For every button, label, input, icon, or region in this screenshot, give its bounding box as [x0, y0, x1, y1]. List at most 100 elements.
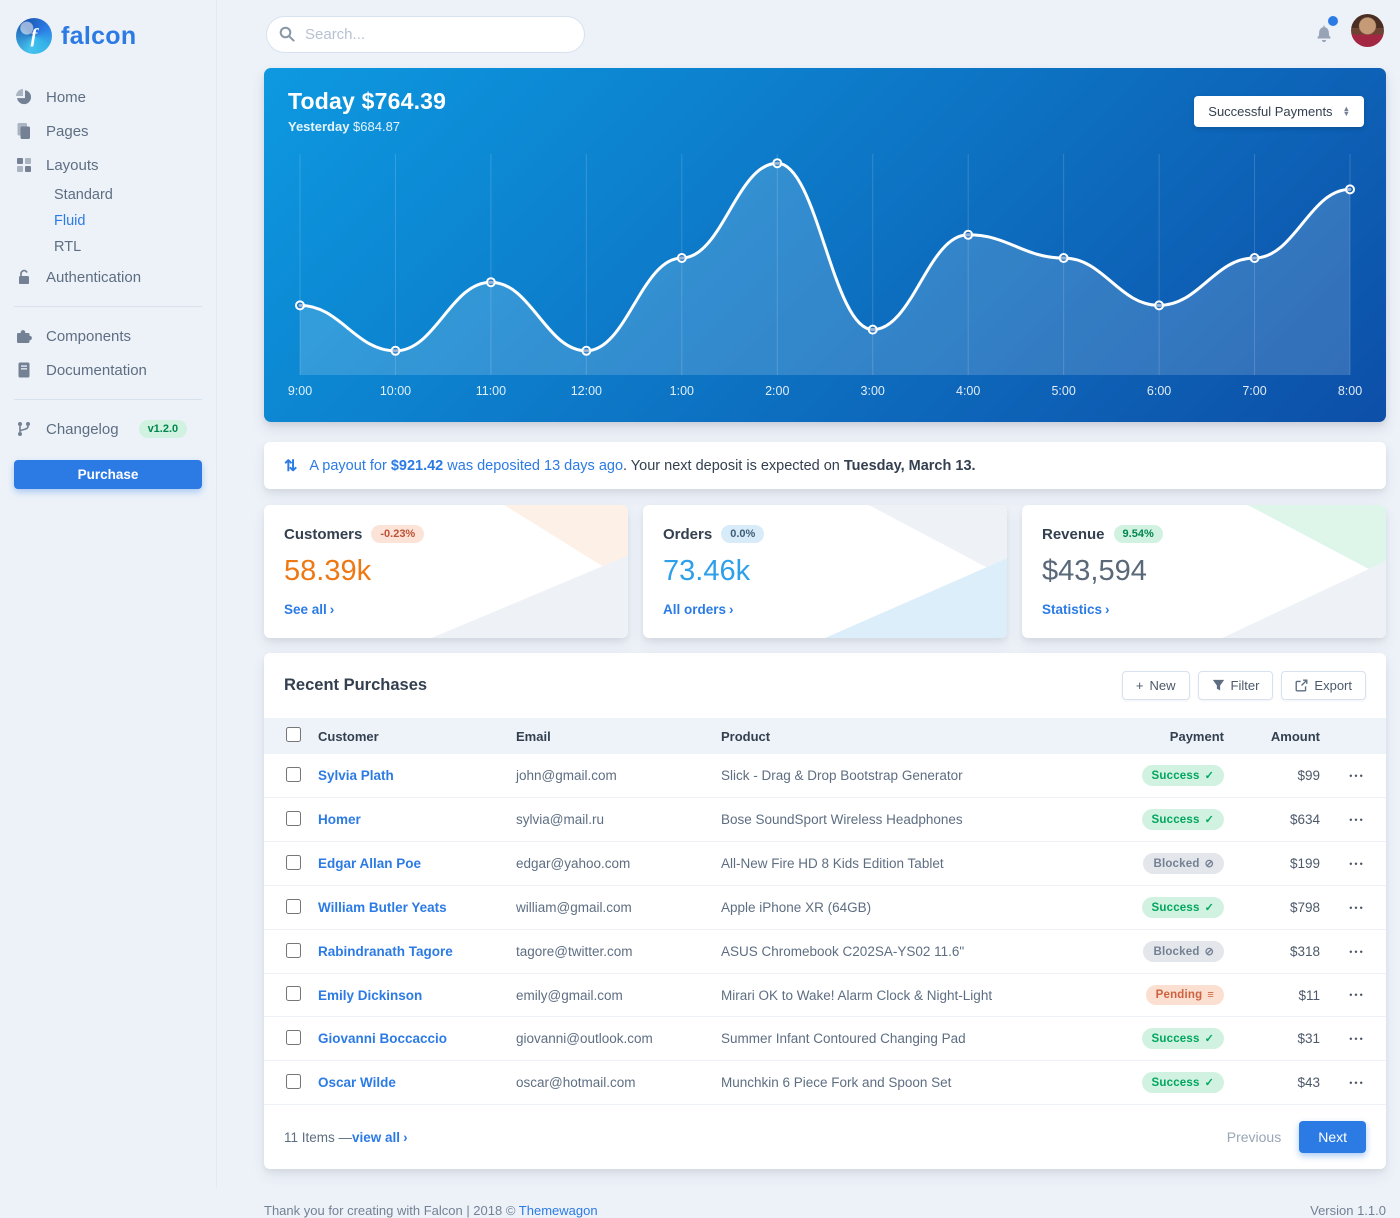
- purchase-button[interactable]: Purchase: [14, 460, 202, 489]
- layout-grid-icon: [16, 156, 34, 174]
- select-all-checkbox[interactable]: [286, 727, 301, 742]
- sidebar-item-documentation[interactable]: Documentation: [14, 353, 202, 387]
- row-actions-button[interactable]: •••: [1345, 811, 1368, 829]
- stat-value: $43,594: [1042, 555, 1147, 587]
- sidebar-divider: [14, 306, 202, 307]
- column-header-amount: Amount: [1270, 728, 1320, 744]
- pie-chart-icon: [16, 88, 34, 106]
- themewagon-link[interactable]: Themewagon: [518, 1203, 598, 1218]
- column-header-payment: Payment: [1169, 728, 1224, 744]
- payments-chart[interactable]: 9:00 10:00 11:00 12:00 1:00 2:00 3:00 4:00 5:00 6…: [264, 68, 1386, 422]
- search-icon: [279, 26, 295, 42]
- row-checkbox[interactable]: [286, 854, 301, 870]
- customer-link[interactable]: William Butler Yeats: [318, 900, 447, 915]
- sidebar-divider: [14, 399, 202, 400]
- customer-link[interactable]: Emily Dickinson: [318, 987, 423, 1003]
- payment-status-badge: Pending ≡: [1145, 985, 1224, 1005]
- sidebar-item-components[interactable]: Components: [14, 319, 202, 353]
- email-cell: giovanni@outlook.com: [508, 1016, 713, 1061]
- svg-text:5:00: 5:00: [1051, 384, 1075, 398]
- row-checkbox[interactable]: [286, 766, 301, 782]
- row-checkbox[interactable]: [286, 1029, 301, 1045]
- sidebar-item-authentication[interactable]: Authentication: [14, 260, 202, 294]
- row-actions-button[interactable]: •••: [1345, 1030, 1368, 1048]
- row-actions-button[interactable]: •••: [1345, 1074, 1368, 1092]
- filter-button[interactable]: Filter: [1197, 671, 1274, 700]
- status-icon: ✓: [1204, 814, 1214, 826]
- sidebar-item-changelog[interactable]: Changelog v1.2.0: [14, 412, 202, 446]
- statistics-link[interactable]: Statistics ›: [1042, 602, 1110, 617]
- search-input[interactable]: [266, 16, 585, 53]
- svg-text:7:00: 7:00: [1242, 384, 1266, 398]
- status-icon: ≡: [1207, 989, 1214, 1001]
- chevron-right-icon: ›: [329, 602, 335, 617]
- amount-cell: $31: [1232, 1016, 1328, 1061]
- email-cell: sylvia@mail.ru: [508, 797, 713, 842]
- chevron-right-icon: ›: [403, 1129, 408, 1145]
- row-actions-button[interactable]: •••: [1345, 986, 1368, 1004]
- export-button[interactable]: Export: [1281, 671, 1366, 700]
- sidebar-item-layouts[interactable]: Layouts: [14, 148, 202, 182]
- payout-link[interactable]: A payout for $921.42 was deposited 13 da…: [309, 457, 624, 474]
- see-all-link[interactable]: See all ›: [284, 602, 335, 617]
- amount-cell: $634: [1232, 797, 1328, 842]
- stat-card-revenue: Revenue 9.54% $43,594 Statistics ›: [1022, 505, 1386, 638]
- status-icon: ✓: [1204, 902, 1214, 914]
- sidebar-item-standard[interactable]: Standard: [54, 187, 113, 203]
- all-orders-link[interactable]: All orders ›: [663, 602, 734, 617]
- new-button[interactable]: + New: [1121, 671, 1190, 700]
- select-value: Successful Payments: [1208, 104, 1333, 119]
- sidebar-item-home[interactable]: Home: [14, 80, 202, 114]
- table-row: Emily Dickinson emily@gmail.com Mirari O…: [264, 973, 1386, 1017]
- table-row: Edgar Allan Poe edgar@yahoo.com All-New …: [264, 841, 1386, 886]
- sidebar-item-fluid[interactable]: Fluid: [54, 213, 86, 229]
- customer-link[interactable]: Oscar Wilde: [318, 1075, 396, 1090]
- customer-link[interactable]: Homer: [318, 812, 361, 827]
- row-actions-button[interactable]: •••: [1345, 855, 1368, 873]
- table-row: Rabindranath Tagore tagore@twitter.com A…: [264, 929, 1386, 974]
- payment-status-badge: Success ✓: [1141, 765, 1224, 786]
- sidebar-item-label: Layouts: [46, 156, 99, 174]
- customer-link[interactable]: Giovanni Boccaccio: [318, 1031, 448, 1046]
- amount-cell: $43: [1232, 1060, 1328, 1104]
- exchange-icon: ⇅: [284, 457, 298, 475]
- payment-status-badge: Success ✓: [1141, 809, 1224, 830]
- stat-badge: -0.23%: [371, 525, 425, 543]
- sidebar-item-rtl[interactable]: RTL: [54, 239, 82, 255]
- code-branch-icon: [16, 420, 34, 438]
- pages-icon: [16, 122, 34, 140]
- customer-link[interactable]: Edgar Allan Poe: [318, 856, 422, 871]
- amount-cell: $318: [1232, 929, 1328, 974]
- chart-title: Today $764.39: [288, 88, 447, 114]
- customer-link[interactable]: Rabindranath Tagore: [318, 944, 453, 959]
- sidebar-item-pages[interactable]: Pages: [14, 114, 202, 148]
- row-checkbox[interactable]: [286, 898, 301, 914]
- recent-purchases-card: Recent Purchases + New Filter Export Cust…: [264, 653, 1386, 1169]
- view-all-link[interactable]: view all ›: [352, 1129, 408, 1145]
- row-actions-button[interactable]: •••: [1345, 943, 1368, 961]
- next-button[interactable]: Next: [1299, 1121, 1366, 1153]
- amount-cell: $11: [1232, 973, 1328, 1017]
- email-cell: edgar@yahoo.com: [508, 841, 713, 886]
- filter-icon: [1212, 679, 1224, 691]
- version-badge: v1.2.0: [138, 420, 188, 438]
- user-avatar[interactable]: [1351, 14, 1384, 47]
- row-checkbox[interactable]: [286, 942, 301, 958]
- row-checkbox[interactable]: [286, 810, 301, 826]
- falcon-logo[interactable]: f falcon: [14, 14, 202, 80]
- customer-link[interactable]: Sylvia Plath: [318, 768, 394, 783]
- payment-status-badge: Blocked ⊘: [1143, 941, 1224, 962]
- row-checkbox[interactable]: [286, 986, 301, 1001]
- payments-filter-select[interactable]: Successful Payments ▲ ▼: [1194, 96, 1364, 127]
- amount-cell: $99: [1297, 768, 1320, 783]
- row-checkbox[interactable]: [286, 1073, 301, 1089]
- sidebar-item-label: Authentication: [46, 268, 142, 286]
- previous-button[interactable]: Previous: [1226, 1129, 1282, 1145]
- chart-subtitle: Yesterday $684.87: [288, 119, 401, 134]
- row-actions-button[interactable]: •••: [1345, 767, 1368, 785]
- notification-dot: [1328, 15, 1338, 26]
- product-cell: All-New Fire HD 8 Kids Edition Tablet: [713, 841, 1082, 886]
- product-cell: Mirari OK to Wake! Alarm Clock & Night-L…: [713, 973, 1082, 1017]
- row-actions-button[interactable]: •••: [1345, 899, 1368, 917]
- notifications-button[interactable]: [1313, 15, 1338, 44]
